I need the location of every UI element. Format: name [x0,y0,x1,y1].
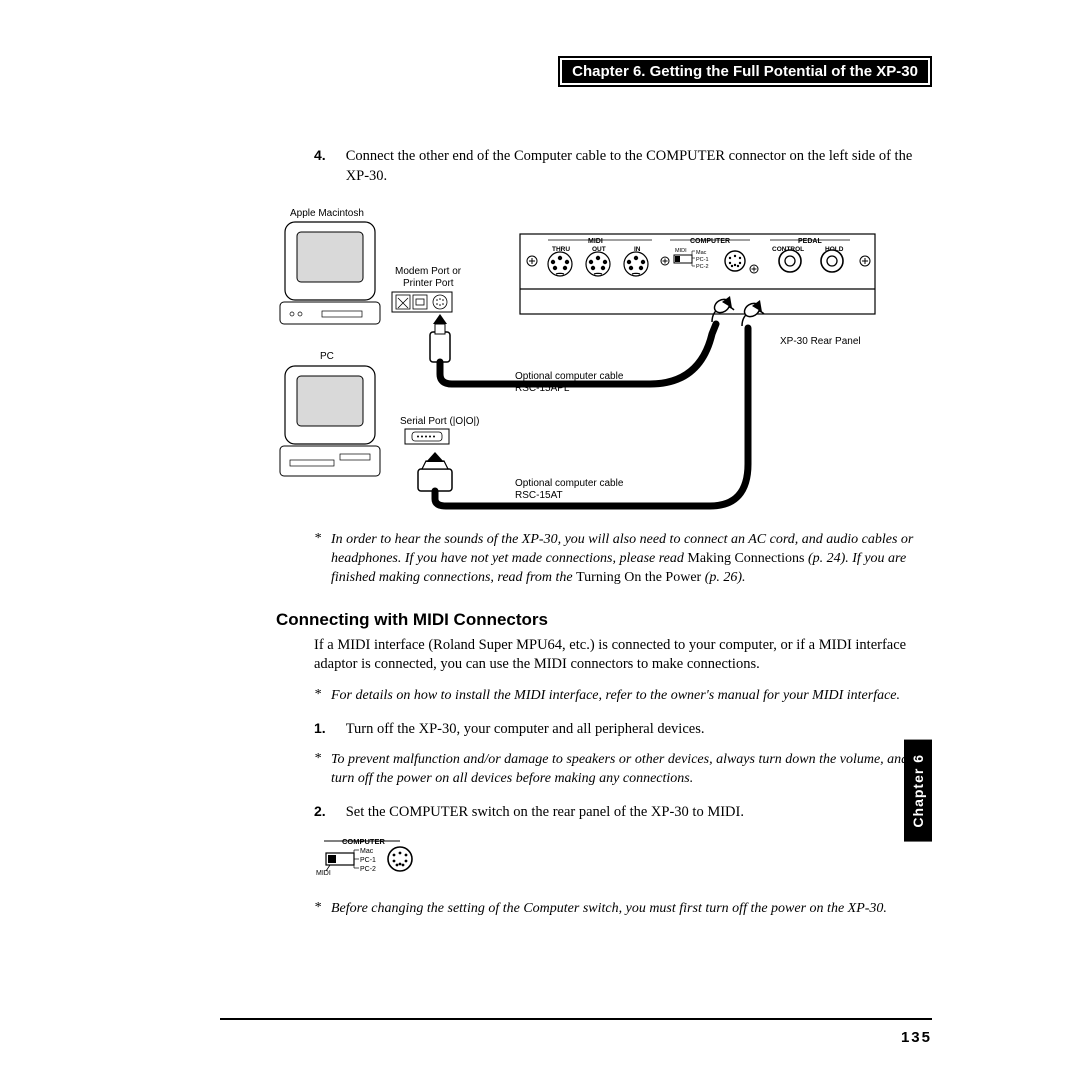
step-text: Connect the other end of the Computer ca… [346,147,932,186]
chapter-header: Chapter 6. Getting the Full Potential of… [558,56,932,87]
step-number: 4. [314,147,326,186]
svg-text:MIDI: MIDI [316,870,331,877]
svg-text:Serial Port (|O|O|): Serial Port (|O|O|) [400,416,479,427]
connection-diagram: Apple Macintosh PC Modem Port or Printe [270,204,932,519]
svg-text:XP-30 Rear Panel: XP-30 Rear Panel [780,336,861,347]
page-number: 135 [901,1029,932,1046]
svg-text:COMPUTER: COMPUTER [342,837,386,846]
note-midi-interface-manual: * For details on how to install the MIDI… [314,687,932,706]
chapter-tab: Chapter 6 [904,740,932,842]
footer-rule [220,1018,932,1020]
svg-text:PC-2: PC-2 [360,866,376,873]
note-switch-power: * Before changing the setting of the Com… [314,900,932,919]
svg-text:COMPUTER: COMPUTER [690,238,730,245]
svg-text:PC-1: PC-1 [360,857,376,864]
mac-label: Apple Macintosh [290,208,364,219]
chapter-title: Chapter 6. Getting the Full Potential of… [562,60,928,83]
svg-text:PC-2: PC-2 [696,264,709,270]
svg-text:RSC-15AT: RSC-15AT [515,490,563,501]
step-1: 1. Turn off the XP-30, your computer and… [314,720,932,740]
section-intro: If a MIDI interface (Roland Super MPU64,… [314,636,932,675]
svg-text:MIDI: MIDI [675,248,687,254]
svg-text:Mac: Mac [696,250,707,256]
note-power-off: * To prevent malfunction and/or damage t… [314,751,932,789]
svg-text:Modem Port or: Modem Port or [395,266,462,277]
svg-text:Optional computer cable: Optional computer cable [515,478,624,489]
section-title: Connecting with MIDI Connectors [276,610,932,630]
svg-text:Mac: Mac [360,848,374,855]
pc-label: PC [320,351,334,362]
svg-text:Printer Port: Printer Port [403,278,454,289]
step-2: 2. Set the COMPUTER switch on the rear p… [314,803,932,823]
svg-text:PC-1: PC-1 [696,257,709,263]
svg-text:MIDI: MIDI [588,238,603,245]
note-text: In order to hear the sounds of the XP-30… [331,531,932,588]
svg-text:PEDAL: PEDAL [798,238,822,245]
note-audio-connections: * In order to hear the sounds of the XP-… [314,531,932,588]
svg-text:Optional computer cable: Optional computer cable [515,371,624,382]
switch-diagram: COMPUTER MIDI Mac PC-1 PC-2 [314,833,932,888]
note-marker: * [314,531,321,588]
step-4: 4. Connect the other end of the Computer… [314,147,932,186]
svg-text:RSC-15APL: RSC-15APL [515,383,570,394]
